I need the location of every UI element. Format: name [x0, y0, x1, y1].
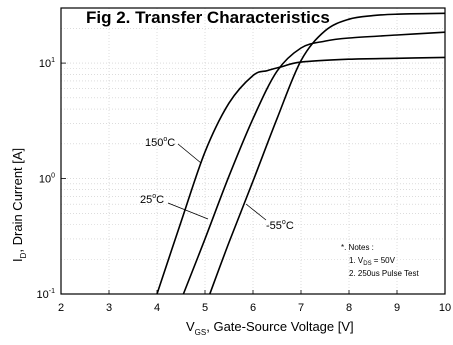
notes-heading: *. Notes :	[341, 243, 374, 252]
curve-150c	[156, 56, 446, 295]
x-tick-label: 7	[298, 302, 304, 314]
chart-title: Fig 2. Transfer Characteristics	[86, 8, 330, 27]
x-tick-label: 8	[346, 302, 352, 314]
y-tick-label: 10-1	[37, 288, 56, 301]
x-axis-label: VGS, Gate-Source Voltage [V]	[186, 319, 354, 337]
y-axis-label: ID, Drain Current [A]	[10, 148, 28, 262]
label-25c: 25oC	[140, 193, 164, 206]
notes-line-2: 2. 250us Pulse Test	[349, 269, 419, 278]
notes-box: *. Notes : 1. VDS = 50V 2. 250us Pulse T…	[341, 243, 419, 278]
curve-25c	[182, 31, 446, 295]
y-tick-labels: 10-1 100 101	[37, 57, 66, 301]
x-tick-label: 5	[202, 302, 208, 314]
notes-line-1: 1. VDS = 50V	[349, 256, 396, 267]
x-tick-label: 10	[439, 302, 451, 314]
x-tick-label: 2	[58, 302, 64, 314]
grid	[61, 8, 445, 294]
x-tick-label: 6	[250, 302, 256, 314]
label-150c: 150oC	[145, 136, 175, 149]
label-minus55c: -55oC	[266, 219, 294, 232]
leader-minus55c	[245, 203, 267, 221]
leader-25c	[167, 202, 209, 220]
x-tick-label: 4	[154, 302, 160, 314]
y-tick-label: 100	[39, 173, 55, 186]
x-tick-label: 9	[394, 302, 400, 314]
x-tick-label: 3	[106, 302, 112, 314]
curves	[156, 12, 446, 295]
curve-minus55c	[209, 12, 446, 295]
x-tick-labels: 2 3 4 5 6 7 8 9 10	[58, 290, 451, 314]
leader-150c	[177, 143, 202, 164]
y-tick-label: 101	[39, 57, 55, 70]
